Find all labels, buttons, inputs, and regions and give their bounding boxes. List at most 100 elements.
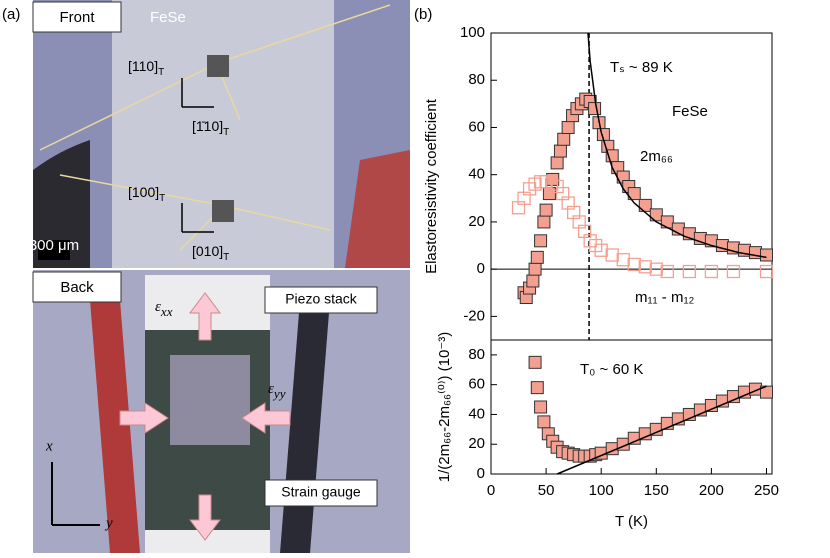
point [530,381,544,395]
point [528,355,542,369]
annotation: Tₛ ~ 89 K [610,59,673,76]
sample [212,200,234,222]
x-tick-label: 250 [754,482,779,499]
y-tick-label: 40 [468,405,485,422]
point [737,385,751,399]
material: FeSe [150,9,186,26]
point [557,132,571,146]
point [530,250,544,264]
gauge [170,355,250,445]
label-box [32,271,122,303]
point [759,264,774,279]
fit-line [587,32,767,259]
label-box [264,479,378,507]
x-tick-label: 150 [644,482,669,499]
axis-y: y [104,515,113,531]
y-tick-label: 40 [468,166,485,183]
axis-x: x [45,438,53,454]
y-tick-label: 60 [468,118,485,135]
direction: [110]T [128,58,164,78]
direction: [010]T [192,243,229,263]
eps-sub: yy [272,386,286,401]
point [660,264,674,279]
front-label: Front [59,9,95,26]
point [553,144,567,158]
point [649,262,663,276]
point [726,264,741,279]
fit-line [556,385,767,475]
wire [90,300,140,553]
xy-axes [51,462,100,526]
dir-text: [110] [128,58,158,74]
substrate [112,0,334,268]
back-label: Back [60,279,94,296]
direction: [100]T [128,184,165,204]
y-tick-label: -20 [463,307,485,324]
label-box [32,1,122,33]
y-tick-label: 100 [460,24,485,41]
y-tick-label: 80 [468,71,485,88]
piezo-label: Piezo stack [285,291,358,307]
dir-sub: T [158,67,164,78]
eps-sub: xx [160,304,173,319]
axes-arrows [181,78,214,233]
annotation: 2m₆₆ [640,148,673,165]
x-tick-label: 200 [699,482,724,499]
point [627,431,641,445]
dir-text: [010] [192,243,223,259]
point [534,400,548,414]
point [594,243,608,257]
scale-bar-box [38,240,70,260]
point [534,234,548,248]
y-tick-label: 60 [468,376,485,393]
wire [345,150,410,268]
y-tick-label: 0 [477,465,485,482]
strain-label: εyy [268,381,286,401]
point [537,415,551,429]
point [537,215,551,229]
point [649,208,663,222]
x-tick-label: 0 [487,482,495,499]
point [616,253,630,267]
point [627,257,641,272]
wire [33,140,90,268]
point [638,260,652,274]
point [627,187,641,201]
point [682,264,697,279]
point [526,274,540,288]
dir-sub: T [159,193,165,204]
sample [207,55,229,77]
scale-bar: 300 μm [29,237,79,254]
point [528,262,542,276]
panel-label: (a) [2,6,20,23]
gauge-label: Strain gauge [281,484,361,500]
point [704,264,719,279]
y-tick-label: 80 [468,346,485,363]
panel-a: (a) Front FeSe [110]T [1̄10]T [100]T [01… [2,0,410,553]
direction: [1̄10]T [192,118,229,138]
point [539,203,553,217]
annotation: T₀ ~ 60 K [580,361,643,378]
plot-frame [490,339,773,475]
dir-text: [100] [128,184,159,200]
y-tick-label: 20 [468,435,485,452]
panel-label: (b) [414,6,432,23]
strain-arrows [119,292,291,541]
eps: ε [155,299,161,315]
point [759,248,773,262]
y-axis-label: Elastoresistivity coefficient [423,98,440,274]
x-tick-label: 100 [589,482,614,499]
dir-text: [1̄10] [192,118,223,134]
eps: ε [268,381,274,397]
y-tick-label: 0 [477,260,485,277]
label-box [264,286,378,314]
point [759,385,773,399]
x-tick-label: 50 [538,482,555,499]
point [550,156,564,170]
point [638,198,652,212]
x-axis-label: T (K) [615,513,648,530]
annotation: FeSe [672,103,708,120]
point [588,102,602,116]
y-tick-label: 20 [468,213,485,230]
point [605,248,619,262]
